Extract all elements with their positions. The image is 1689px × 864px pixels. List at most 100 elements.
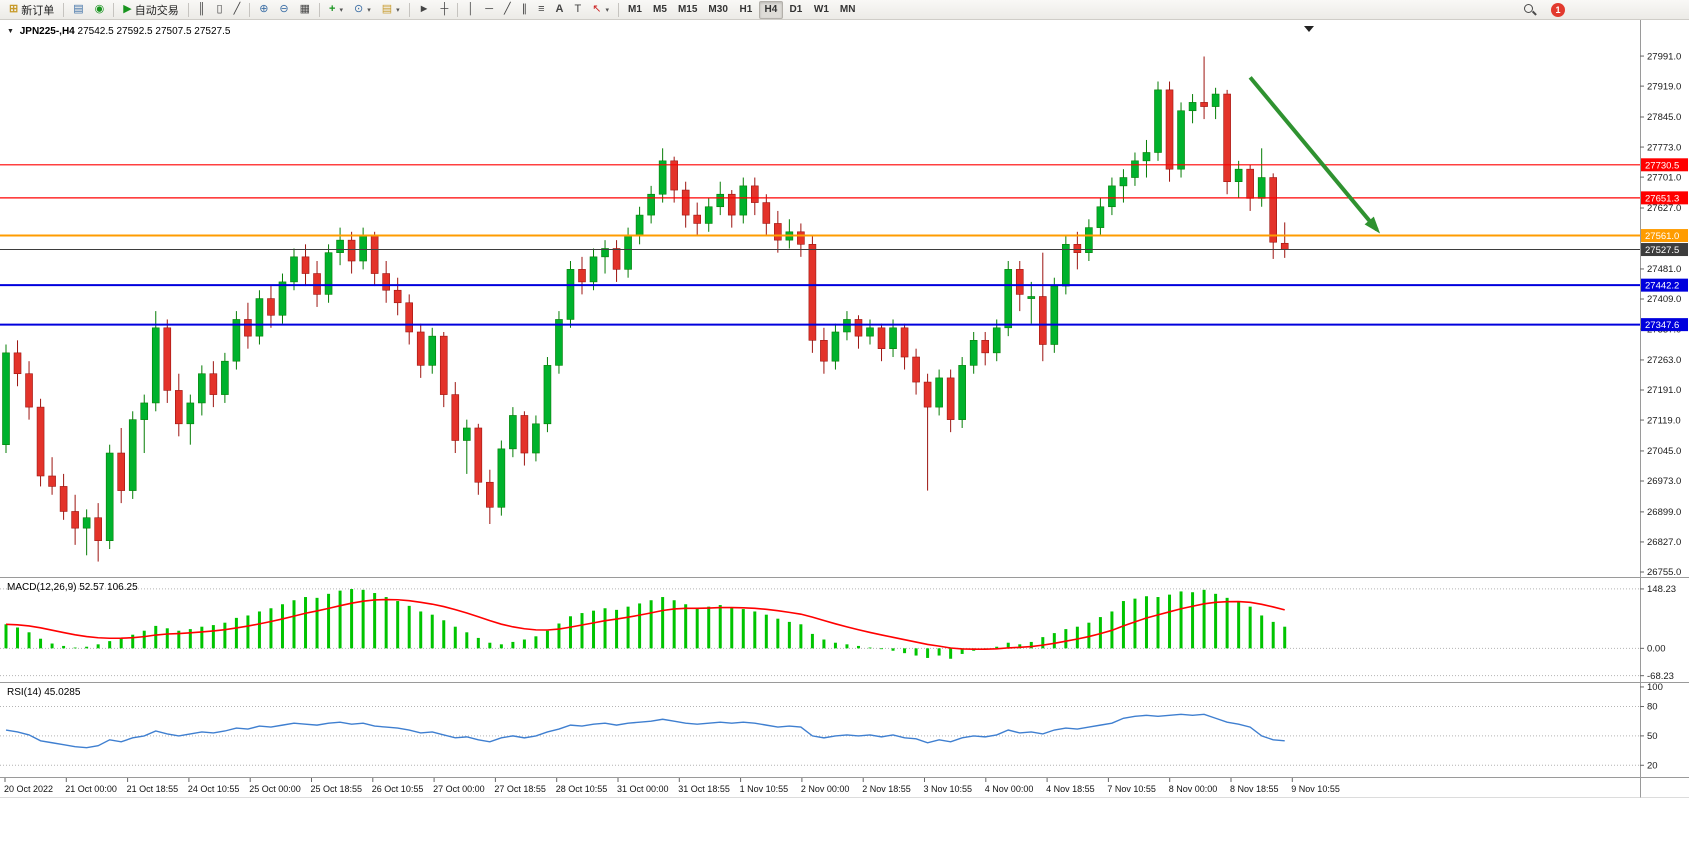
new-order-icon: ⊞ [9, 3, 19, 15]
candle-body [716, 193, 725, 208]
candle-body [601, 248, 609, 258]
autotrade-button[interactable]: ▶ 自动交易 [118, 1, 183, 19]
candle-body [1154, 89, 1162, 153]
arrow-object-icon: ↖ [592, 3, 602, 15]
macd-label: MACD(12,26,9) 52.57 106.25 [7, 582, 138, 593]
price-axis-label: 27481.0 [1647, 264, 1681, 275]
chart-shift-marker[interactable] [1304, 26, 1314, 32]
market-watch-button[interactable]: ▤ [68, 1, 88, 19]
line-chart-button[interactable]: ╱ [229, 1, 246, 19]
candle-body [301, 256, 310, 274]
tf-w1-button[interactable]: W1 [809, 1, 834, 19]
price-axis-label: 27191.0 [1647, 385, 1681, 396]
candle-body [186, 402, 195, 425]
candlestick-chart-button[interactable]: ▯ [212, 1, 228, 19]
channel-button[interactable]: ∥ [517, 1, 533, 19]
rsi-axis-label: 20 [1647, 760, 1658, 771]
candle-body [117, 452, 125, 491]
time-axis-label: 4 Nov 18:55 [1046, 784, 1095, 794]
notification-badge[interactable]: 1 [1551, 2, 1565, 17]
candle-body [255, 298, 264, 337]
price-badge-text: 27730.5 [1645, 160, 1679, 171]
time-axis-label: 21 Oct 18:55 [127, 784, 179, 794]
horizontal-line-button[interactable]: ─ [480, 1, 498, 19]
cursor-button[interactable]: ► [414, 1, 435, 19]
time-axis-label: 2 Nov 18:55 [862, 784, 911, 794]
price-badge [1641, 243, 1688, 257]
candle-body [555, 319, 563, 366]
candle-body [992, 327, 1001, 354]
candle-body [1165, 89, 1174, 170]
tf-h1-button[interactable]: H1 [734, 1, 758, 19]
rsi-line [5, 713, 1285, 749]
candle-body [1280, 242, 1289, 250]
chart-area[interactable]: 27991.0 27919.0 27845.0 27773.0 27701.0 27627… [0, 20, 1689, 864]
toolbar-separator [63, 2, 65, 17]
text-button[interactable]: A [551, 1, 569, 19]
periods-button[interactable]: ⊙ ▾ [349, 1, 376, 19]
line-chart-icon: ╱ [233, 3, 241, 15]
candle-body [290, 256, 298, 283]
chevron-down-icon: ▾ [396, 6, 400, 14]
candle-body [416, 331, 425, 366]
chevron-down-icon: ▾ [367, 6, 371, 14]
bar-chart-icon: ║ [197, 3, 206, 15]
templates-button[interactable]: ▤ ▾ [377, 1, 405, 19]
crosshair-button[interactable]: ┼ [436, 1, 454, 19]
tile-windows-button[interactable]: ▦ [295, 1, 315, 19]
time-axis-label: 7 Nov 10:55 [1107, 784, 1156, 794]
toolbar-separator [113, 2, 115, 17]
candle-body [2, 352, 10, 445]
arrows-button[interactable]: ↖ ▾ [587, 1, 614, 19]
tf-h4-button[interactable]: H4 [758, 0, 783, 19]
tf-mn-button[interactable]: MN [835, 1, 861, 19]
candle-body [278, 281, 287, 316]
time-axis-label: 4 Nov 00:00 [985, 784, 1034, 794]
text-label-icon: T [574, 3, 582, 15]
candle-body [647, 193, 655, 216]
tf-m30-button[interactable]: M30 [703, 1, 732, 19]
text-label-button[interactable]: T [570, 1, 587, 19]
toolbar-separator [457, 2, 459, 17]
fibonacci-button[interactable]: ≡ [533, 1, 549, 19]
trend-arrow[interactable] [1248, 76, 1379, 231]
tf-m1-button[interactable]: M1 [623, 1, 647, 19]
time-axis-label: 25 Oct 00:00 [249, 784, 301, 794]
candle-body [946, 377, 955, 420]
time-axis-label: 8 Nov 18:55 [1230, 784, 1279, 794]
zoom-out-button[interactable]: ⊖ [274, 1, 293, 19]
price-axis-label: 27919.0 [1647, 81, 1681, 92]
macd-name: MACD(12,26,9) [7, 582, 77, 593]
bar-chart-button[interactable]: ║ [193, 1, 211, 19]
candle-body [1223, 93, 1231, 183]
trendline-icon: ╱ [504, 3, 511, 15]
new-order-button[interactable]: ⊞ 新订单 [4, 1, 59, 19]
candle-body [923, 381, 932, 408]
trendline-button[interactable]: ╱ [499, 1, 516, 19]
price-badge-text: 27561.0 [1645, 231, 1679, 242]
template-icon: ▤ [381, 3, 393, 15]
candle-body [163, 327, 172, 391]
price-axis-label: 27263.0 [1647, 355, 1681, 366]
price-badge [1641, 229, 1688, 243]
candle-body [1188, 102, 1197, 112]
chevron-down-icon: ▾ [339, 6, 343, 14]
zoom-in-button[interactable]: ⊕ [254, 1, 273, 19]
time-axis-label: 2 Nov 00:00 [801, 784, 850, 794]
rsi-axis-label: 50 [1647, 731, 1658, 742]
price-badge-text: 27442.2 [1645, 281, 1679, 292]
collapse-icon[interactable]: ▼ [7, 28, 14, 35]
tf-m15-button[interactable]: M15 [673, 1, 702, 19]
tf-m5-button[interactable]: M5 [648, 1, 672, 19]
rsi-axis-label: 100 [1647, 682, 1663, 693]
tf-d1-button[interactable]: D1 [784, 1, 808, 19]
community-button[interactable]: ◉ [90, 1, 110, 19]
candle-body [589, 256, 598, 283]
time-axis-label: 20 Oct 2022 [4, 784, 53, 794]
candle-body [13, 352, 22, 375]
search-button[interactable] [1518, 1, 1542, 19]
candle-body [1131, 160, 1139, 178]
vertical-line-button[interactable]: │ [462, 1, 479, 19]
indicators-button[interactable]: + ▾ [324, 1, 348, 19]
candle-body [1015, 269, 1024, 295]
